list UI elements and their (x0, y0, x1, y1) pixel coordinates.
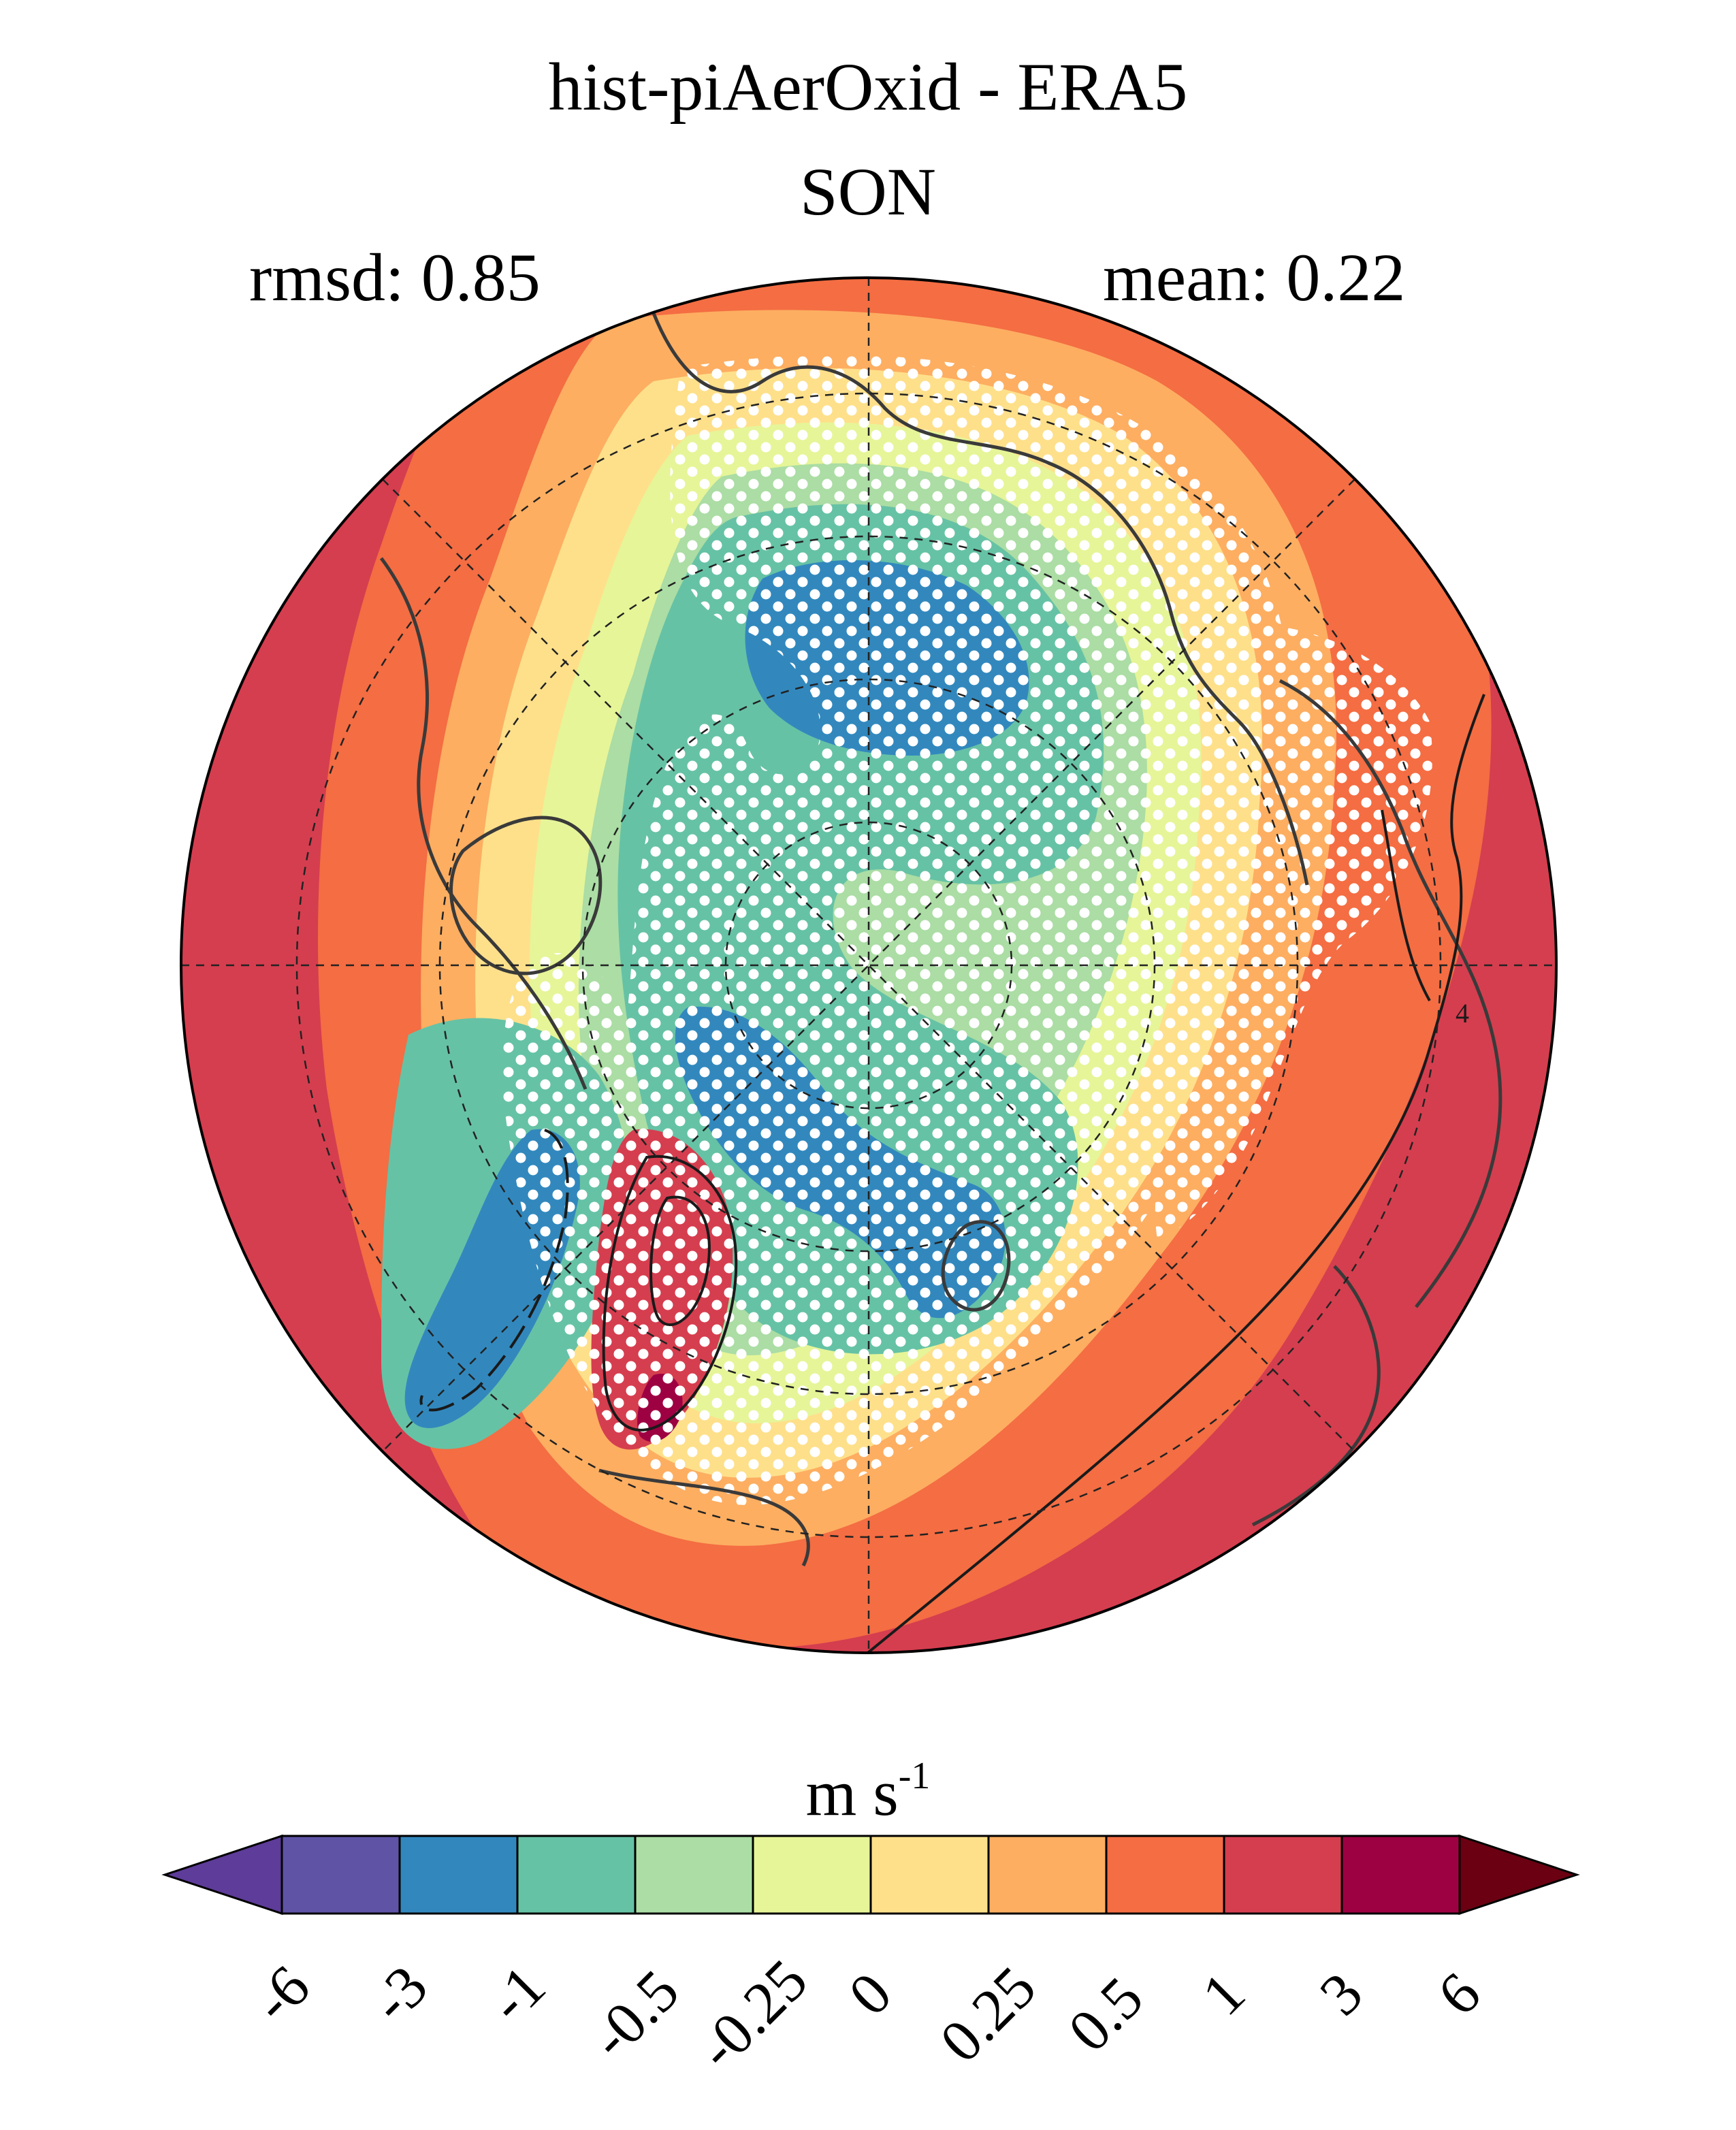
figure-title: hist-piAerOxid - ERA5 (548, 49, 1188, 125)
graticule (181, 278, 1556, 1653)
colorbar-tick-label: 3 (1307, 1960, 1376, 2029)
colorbar (161, 1834, 1580, 1916)
colorbar-box (1340, 1835, 1461, 1915)
colorbar-box (280, 1835, 401, 1915)
colorbar-units: m s-1 (0, 1757, 1736, 1826)
colorbar-box (752, 1835, 872, 1915)
colorbar-tick-label: -6 (240, 1953, 323, 2035)
rmsd-label: rmsd: 0.85 (249, 240, 541, 315)
colorbar-extend-low (161, 1834, 283, 1916)
colorbar-tick-label: 0.5 (1056, 1965, 1156, 2065)
significance-stipple (502, 355, 1293, 1505)
colorbar-box (869, 1835, 990, 1915)
colorbar-box (516, 1835, 637, 1915)
units-exponent: -1 (898, 1755, 931, 1797)
mean-label: mean: 0.22 (1103, 240, 1406, 315)
colorbar-tick-label: 0 (836, 1960, 905, 2029)
colorbar-box (1223, 1835, 1343, 1915)
units-base: m s (805, 1756, 899, 1829)
colorbar-box (987, 1835, 1108, 1915)
colorbar-extend-high (1458, 1834, 1580, 1916)
negative-contour-lines (419, 1129, 569, 1412)
significance-stipple-east (1155, 624, 1432, 1239)
colorbar-tick-label: 0.25 (927, 1954, 1049, 2076)
map-fill (181, 278, 1556, 1653)
colorbar-tick-label: -3 (358, 1953, 440, 2035)
colorbar-tick-label: 6 (1425, 1960, 1494, 2029)
polar-map: 4 (180, 276, 1558, 1654)
contour-lines (602, 694, 1485, 1653)
coastlines (379, 312, 1502, 1567)
colorbar-tick-label: -1 (476, 1953, 558, 2035)
colorbar-tick-label: -0.5 (578, 1958, 692, 2072)
colorbar-box (398, 1835, 519, 1915)
colorbar-box (1105, 1835, 1225, 1915)
map-border (180, 276, 1558, 1654)
season-label: SON (799, 154, 937, 229)
contour-value-label: 4 (1456, 998, 1469, 1029)
colorbar-tick-label: 1 (1189, 1960, 1258, 2029)
colorbar-tick-label: -0.25 (685, 1947, 820, 2082)
colorbar-box (634, 1835, 754, 1915)
